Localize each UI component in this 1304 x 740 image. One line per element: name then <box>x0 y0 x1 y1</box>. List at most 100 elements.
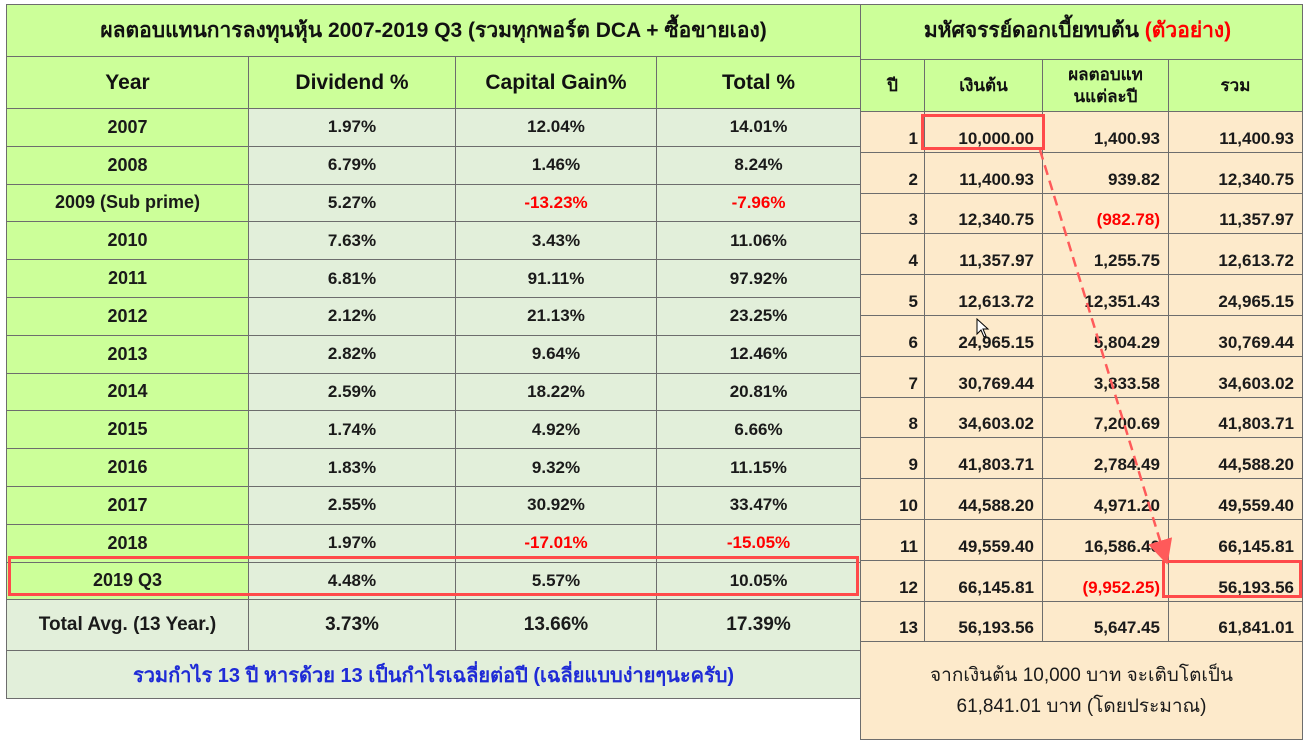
total-cell: 23.25% <box>655 296 862 336</box>
table-row: 2011 6.81% 91.11% 97.92% <box>6 259 862 298</box>
table-row: 2014 2.59% 18.22% 20.81% <box>6 372 862 412</box>
year-number-cell: 9 <box>860 437 925 480</box>
total-cell: 6.66% <box>655 410 862 450</box>
capital-gain-cell: 4.92% <box>455 410 657 450</box>
sum-cell: 49,559.40 <box>1168 478 1303 520</box>
dividend-cell: 2.82% <box>248 334 456 374</box>
compound-summary: จากเงินต้น 10,000 บาท จะเติบโตเป็น 61,84… <box>860 641 1303 740</box>
return-cell: 12,351.43 <box>1042 274 1169 316</box>
table-row: 2012 2.12% 21.13% 23.25% <box>6 296 862 336</box>
return-cell: 5,647.45 <box>1042 600 1169 643</box>
year-cell: 2010 <box>6 221 249 261</box>
returns-table-title: ผลตอบแทนการลงทุนหุ้น 2007-2019 Q3 (รวมทุ… <box>5 4 862 57</box>
year-number-cell: 4 <box>860 233 925 276</box>
table-row: 2013 2.82% 9.64% 12.46% <box>6 334 862 374</box>
compound-table-title: มหัศจรรย์ดอกเบี้ยทบต้น (ตัวอย่าง) <box>860 4 1303 60</box>
total-cell: 11.06% <box>655 221 862 261</box>
total-avg-row: Total Avg. (13 Year.) 3.73% 13.66% 17.39… <box>6 599 862 652</box>
total-cell: 8.24% <box>655 145 862 185</box>
table-row: 7 30,769.44 3,833.58 34,603.02 <box>860 355 1303 398</box>
table-row: 8 34,603.02 7,200.69 41,803.71 <box>860 396 1303 439</box>
dividend-cell: 1.83% <box>248 448 456 487</box>
total-cell: 14.01% <box>655 108 862 147</box>
col-header-return-line2: นแต่ละปี <box>1073 86 1138 106</box>
year-cell: 2009 (Sub prime) <box>6 183 249 223</box>
year-cell: 2008 <box>6 145 249 185</box>
return-cell: (9,952.25) <box>1042 559 1169 602</box>
return-cell: 3,833.58 <box>1042 355 1169 398</box>
table-row: 2016 1.83% 9.32% 11.15% <box>6 448 862 487</box>
year-cell: 2015 <box>6 410 249 450</box>
mouse-cursor-icon <box>976 318 990 338</box>
return-cell: 2,784.49 <box>1042 437 1169 480</box>
sum-cell: 34,603.02 <box>1168 355 1303 398</box>
col-header-year-th: ปี <box>860 59 925 112</box>
principal-cell: 30,769.44 <box>924 355 1043 398</box>
col-header-sum: รวม <box>1168 59 1303 112</box>
principal-cell: 34,603.02 <box>924 396 1043 439</box>
year-number-cell: 8 <box>860 396 925 439</box>
sum-cell: 41,803.71 <box>1168 396 1303 439</box>
year-number-cell: 1 <box>860 111 925 153</box>
return-cell: 5,804.29 <box>1042 314 1169 357</box>
return-cell: 1,255.75 <box>1042 233 1169 276</box>
col-header-return: ผลตอบแท นแต่ละปี <box>1042 59 1169 112</box>
dividend-cell: 5.27% <box>248 183 456 223</box>
year-cell: 2013 <box>6 334 249 374</box>
sum-cell: 11,357.97 <box>1168 192 1303 235</box>
table-row: 2008 6.79% 1.46% 8.24% <box>6 145 862 185</box>
return-cell: 4,971.20 <box>1042 478 1169 520</box>
principal-cell: 12,613.72 <box>924 274 1043 316</box>
capital-gain-cell: 1.46% <box>455 145 657 185</box>
col-header-capital-gain: Capital Gain% <box>455 56 657 109</box>
table-row: 4 11,357.97 1,255.75 12,613.72 <box>860 233 1303 276</box>
table-row: 2017 2.55% 30.92% 33.47% <box>6 485 862 525</box>
sum-cell: 24,965.15 <box>1168 274 1303 316</box>
return-cell: 1,400.93 <box>1042 111 1169 153</box>
sum-cell: 44,588.20 <box>1168 437 1303 480</box>
total-avg-capital-gain: 13.66% <box>455 599 657 652</box>
year-cell: 2007 <box>6 108 249 147</box>
compound-title-example: (ตัวอย่าง) <box>1144 19 1232 42</box>
summary-line-2: 61,841.01 บาท (โดยประมาณ) <box>956 695 1207 717</box>
return-cell: 939.82 <box>1042 151 1169 194</box>
table-row: 10 44,588.20 4,971.20 49,559.40 <box>860 478 1303 520</box>
col-header-return-line1: ผลตอบแท <box>1068 64 1143 84</box>
sum-cell: 12,340.75 <box>1168 151 1303 194</box>
dividend-cell: 2.59% <box>248 372 456 412</box>
sum-cell: 61,841.01 <box>1168 600 1303 643</box>
dividend-cell: 2.55% <box>248 485 456 525</box>
compound-title-text: มหัศจรรย์ดอกเบี้ยทบต้น <box>923 19 1139 42</box>
table-row: 9 41,803.71 2,784.49 44,588.20 <box>860 437 1303 480</box>
principal-cell: 11,400.93 <box>924 151 1043 194</box>
year-number-cell: 5 <box>860 274 925 316</box>
total-cell: -7.96% <box>655 183 862 223</box>
total-cell: 11.15% <box>655 448 862 487</box>
year-number-cell: 3 <box>860 192 925 235</box>
sum-cell: 11,400.93 <box>1168 111 1303 153</box>
total-cell: 20.81% <box>655 372 862 412</box>
col-header-dividend: Dividend % <box>248 56 456 109</box>
principal-cell: 66,145.81 <box>924 559 1043 602</box>
table-row: 3 12,340.75 (982.78) 11,357.97 <box>860 192 1303 235</box>
capital-gain-cell: 12.04% <box>455 108 657 147</box>
sum-cell: 66,145.81 <box>1168 518 1303 561</box>
capital-gain-cell: 3.43% <box>455 221 657 261</box>
sum-cell: 30,769.44 <box>1168 314 1303 357</box>
total-cell: 97.92% <box>655 259 862 298</box>
year-cell: 2011 <box>6 259 249 298</box>
principal-cell: 44,588.20 <box>924 478 1043 520</box>
table-row: 12 66,145.81 (9,952.25) 56,193.56 <box>860 559 1303 602</box>
year-cell: 2017 <box>6 485 249 525</box>
table-row: 5 12,613.72 12,351.43 24,965.15 <box>860 274 1303 316</box>
col-header-principal: เงินต้น <box>924 59 1043 112</box>
year-cell: 2012 <box>6 296 249 336</box>
highlight-start-principal <box>921 114 1045 150</box>
table-row: 2015 1.74% 4.92% 6.66% <box>6 410 862 450</box>
table-row: 2010 7.63% 3.43% 11.06% <box>6 221 862 261</box>
dividend-cell: 1.74% <box>248 410 456 450</box>
table-row: 11 49,559.40 16,586.40 66,145.81 <box>860 518 1303 561</box>
dividend-cell: 2.12% <box>248 296 456 336</box>
average-note: รวมกำไร 13 ปี หารด้วย 13 เป็นกำไรเฉลี่ยต… <box>5 650 862 700</box>
table-row: 2007 1.97% 12.04% 14.01% <box>6 108 862 147</box>
